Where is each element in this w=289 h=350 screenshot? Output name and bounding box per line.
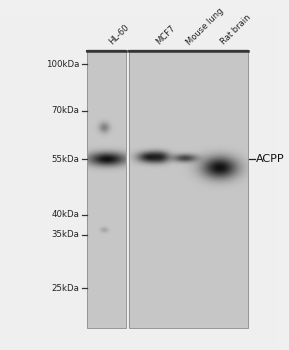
Text: 40kDa: 40kDa <box>51 210 79 219</box>
Bar <box>87 51 126 328</box>
Text: 70kDa: 70kDa <box>51 106 79 116</box>
Bar <box>87 51 126 328</box>
Text: 25kDa: 25kDa <box>51 284 79 293</box>
Text: Mouse lung: Mouse lung <box>184 6 225 47</box>
Bar <box>129 51 248 328</box>
Text: HL-60: HL-60 <box>107 23 130 47</box>
Text: ACPP: ACPP <box>256 154 285 164</box>
Bar <box>129 51 248 328</box>
Text: MCF7: MCF7 <box>154 24 177 47</box>
Text: 100kDa: 100kDa <box>46 60 79 69</box>
Text: 35kDa: 35kDa <box>51 230 79 239</box>
Text: Rat brain: Rat brain <box>219 13 253 47</box>
Text: 55kDa: 55kDa <box>51 155 79 164</box>
